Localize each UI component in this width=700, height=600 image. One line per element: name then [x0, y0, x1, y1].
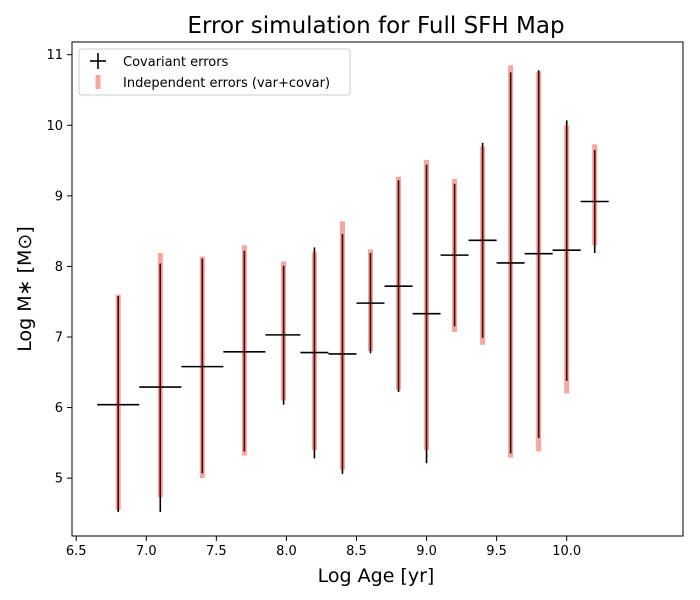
covariant-error-cross-0 [97, 296, 140, 513]
x-tick-label-1: 7.0 [136, 544, 157, 559]
covariant-error-cross-1 [139, 263, 182, 513]
covariant-error-cross-4 [265, 265, 301, 405]
y-tick-label-4: 9 [55, 189, 63, 204]
x-tick-label-5: 9.0 [416, 544, 437, 559]
y-tick-label-6: 11 [46, 48, 63, 63]
y-axis-label: Log M∗ [M⊙] [14, 226, 36, 351]
covariant-error-cross-9 [412, 164, 441, 464]
plot-area-frame [71, 41, 684, 537]
covariant-error-cross-14 [552, 120, 581, 381]
covariant-error-layer [97, 70, 609, 513]
covariant-error-cross-8 [384, 180, 413, 393]
x-tick-label-7: 10.0 [552, 544, 581, 559]
legend: Covariant errors Independent errors (var… [78, 48, 351, 96]
legend-covariant-label: Covariant errors [123, 55, 229, 70]
y-tick-label-0: 5 [55, 472, 63, 487]
legend-covariant-marker [90, 53, 106, 69]
covariant-error-cross-6 [328, 233, 357, 474]
covariant-error-cross-15 [580, 149, 609, 254]
x-tick-label-0: 6.5 [66, 544, 87, 559]
y-tick-label-5: 10 [46, 119, 63, 134]
covariant-error-cross-12 [496, 72, 525, 454]
x-tick-label-2: 7.5 [206, 544, 227, 559]
x-tick-label-3: 8.0 [276, 544, 297, 559]
legend-independent-label: Independent errors (var+covar) [123, 76, 330, 91]
independent-error-layer [115, 65, 598, 510]
covariant-error-cross-13 [524, 70, 553, 438]
x-axis-label: Log Age [yr] [318, 565, 435, 587]
covariant-error-cross-3 [223, 250, 266, 452]
legend-independent-marker [95, 75, 101, 89]
covariant-error-cross-5 [300, 247, 329, 459]
x-axis: 6.5 7.0 7.5 8.0 8.5 9.0 9.5 10.0 [66, 536, 581, 559]
y-tick-label-1: 6 [55, 401, 63, 416]
x-tick-label-4: 8.5 [346, 544, 367, 559]
covariant-error-cross-11 [468, 142, 497, 338]
covariant-error-cross-10 [440, 183, 469, 327]
covariant-error-cross-7 [356, 253, 385, 354]
covariant-error-cross-2 [181, 258, 224, 474]
y-tick-label-3: 8 [55, 260, 63, 275]
y-axis: 5 6 7 8 9 10 11 [46, 48, 72, 487]
x-tick-label-6: 9.5 [486, 544, 507, 559]
legend-box [78, 48, 351, 96]
y-tick-label-2: 7 [55, 330, 63, 345]
chart-title: Error simulation for Full SFH Map [187, 13, 564, 39]
